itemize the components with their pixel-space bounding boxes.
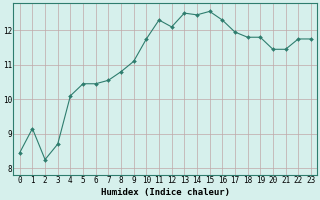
X-axis label: Humidex (Indice chaleur): Humidex (Indice chaleur) bbox=[101, 188, 230, 197]
